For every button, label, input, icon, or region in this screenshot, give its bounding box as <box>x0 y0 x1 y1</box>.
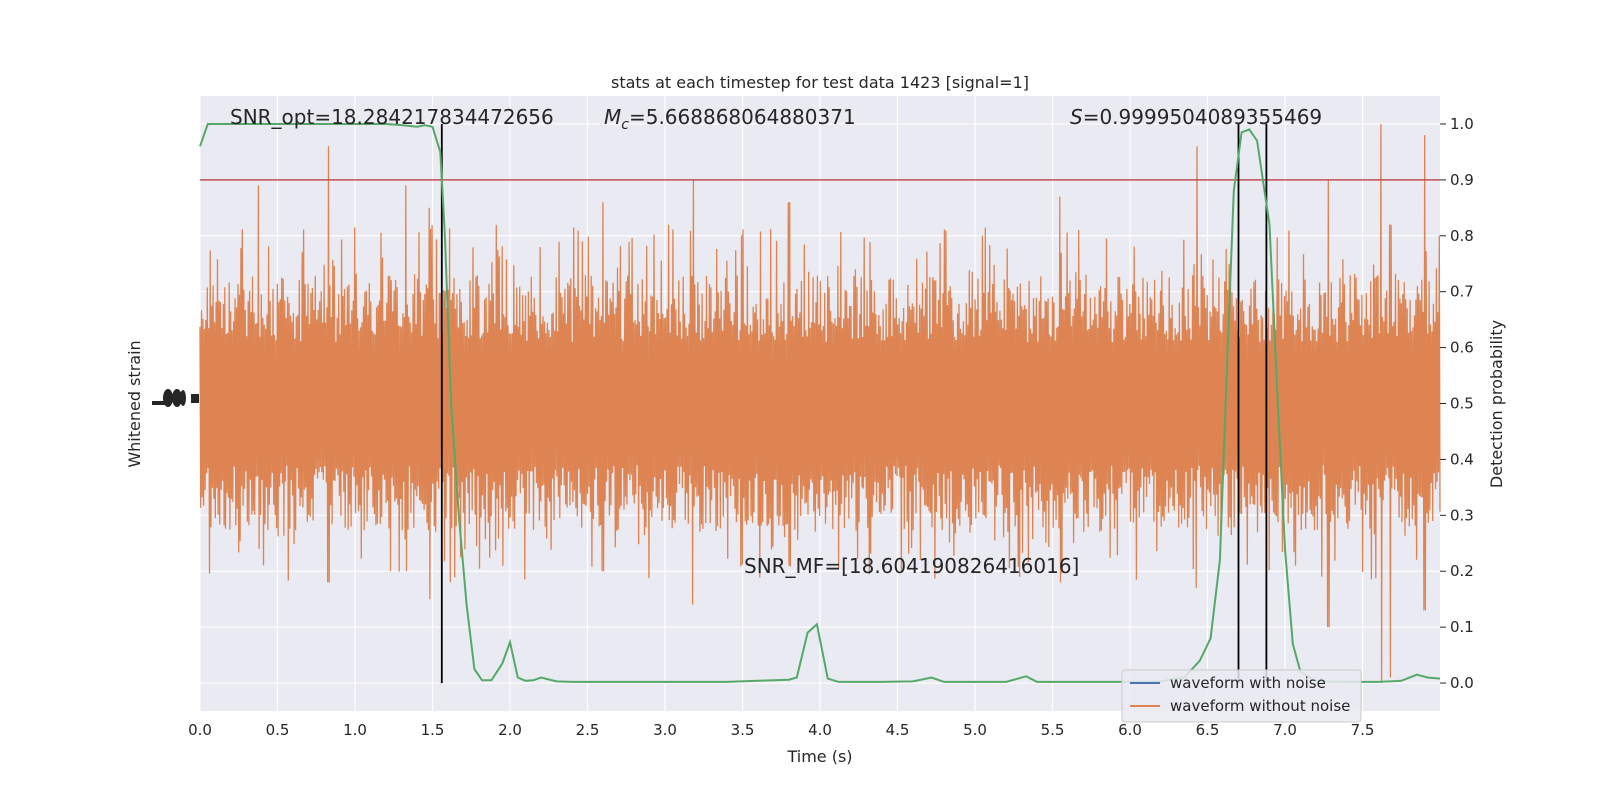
y-tick-label: 0.1 <box>1450 618 1474 636</box>
x-tick-label: 6.0 <box>1118 721 1142 739</box>
left-axis-blot <box>172 389 182 407</box>
y-tick-label: 0.3 <box>1450 506 1474 524</box>
y-tick-label: 0.0 <box>1450 674 1474 692</box>
annotation-snr-mf: SNR_MF=[18.604190826416016] <box>744 554 1079 578</box>
left-axis-blot <box>191 394 199 403</box>
y-tick-label: 0.2 <box>1450 562 1474 580</box>
y-tick-label: 0.5 <box>1450 395 1474 413</box>
y-axis-label-left: Whitened strain <box>125 340 144 467</box>
event-layer <box>440 123 1268 684</box>
x-tick-label: 3.5 <box>731 721 755 739</box>
x-axis-label: Time (s) <box>786 747 852 766</box>
y-tick-label: 0.7 <box>1450 283 1474 301</box>
series-waveform-without-noise <box>199 123 1441 684</box>
annotation-s-value: =0.9999504089355469 <box>1083 105 1322 129</box>
y-tick-label: 0.8 <box>1450 227 1474 245</box>
x-tick-label: 0.5 <box>266 721 290 739</box>
legend: waveform with noise waveform without noi… <box>1121 669 1362 723</box>
annotation-s: S=0.9999504089355469 <box>1070 105 1322 129</box>
x-tick-label: 0.0 <box>188 721 212 739</box>
x-tick-layer: 0.0 0.5 1.0 1.5 2.0 2.5 3.0 3.5 4.0 4.5 5.0 5.5 6.0 6… <box>188 721 1374 739</box>
x-tick-label: 6.5 <box>1196 721 1220 739</box>
annotation-mc-symbol: M <box>604 105 621 129</box>
strain-layer <box>199 123 1441 684</box>
annotation-mc: Mc=5.668868064880371 <box>604 105 856 133</box>
x-tick-label: 1.0 <box>343 721 367 739</box>
x-tick-label: 2.0 <box>498 721 522 739</box>
x-tick-label: 5.0 <box>963 721 987 739</box>
series-detection-probability <box>199 123 1441 683</box>
y-tick-label: 0.6 <box>1450 339 1474 357</box>
legend-label-with-noise: waveform with noise <box>1170 674 1326 692</box>
annotation-snr-opt: SNR_opt=18.284217834472656 <box>230 105 554 129</box>
prob-layer <box>199 123 1441 683</box>
annotation-mc-subscript: c <box>621 117 629 133</box>
x-tick-label: 7.0 <box>1273 721 1297 739</box>
y-axis-label-right: Detection probability <box>1487 320 1506 488</box>
y-tick-label: 0.9 <box>1450 171 1474 189</box>
legend-label-without-noise: waveform without noise <box>1170 697 1350 715</box>
y-tick-label: 1.0 <box>1450 115 1474 133</box>
annotation-s-symbol: S <box>1070 105 1083 129</box>
x-tick-label: 3.0 <box>653 721 677 739</box>
legend-box <box>1121 669 1362 723</box>
left-axis-clutter <box>152 389 199 407</box>
chart-title: stats at each timestep for test data 142… <box>611 73 1029 92</box>
x-tick-label: 7.5 <box>1351 721 1375 739</box>
left-axis-blot <box>152 401 166 405</box>
x-tick-label: 5.5 <box>1041 721 1065 739</box>
x-tick-label: 1.5 <box>421 721 445 739</box>
x-tick-label: 4.0 <box>808 721 832 739</box>
annotation-mc-value: =5.668868064880371 <box>629 105 856 129</box>
x-tick-label: 4.5 <box>886 721 910 739</box>
left-axis-blot <box>163 389 173 407</box>
x-tick-label: 2.5 <box>576 721 600 739</box>
y-tick-layer: 0.0 0.1 0.2 0.3 0.4 0.5 0.6 0.7 0.8 0.9 1.0 <box>1440 115 1474 692</box>
y-tick-label: 0.4 <box>1450 450 1474 468</box>
left-axis-blot <box>180 390 186 406</box>
